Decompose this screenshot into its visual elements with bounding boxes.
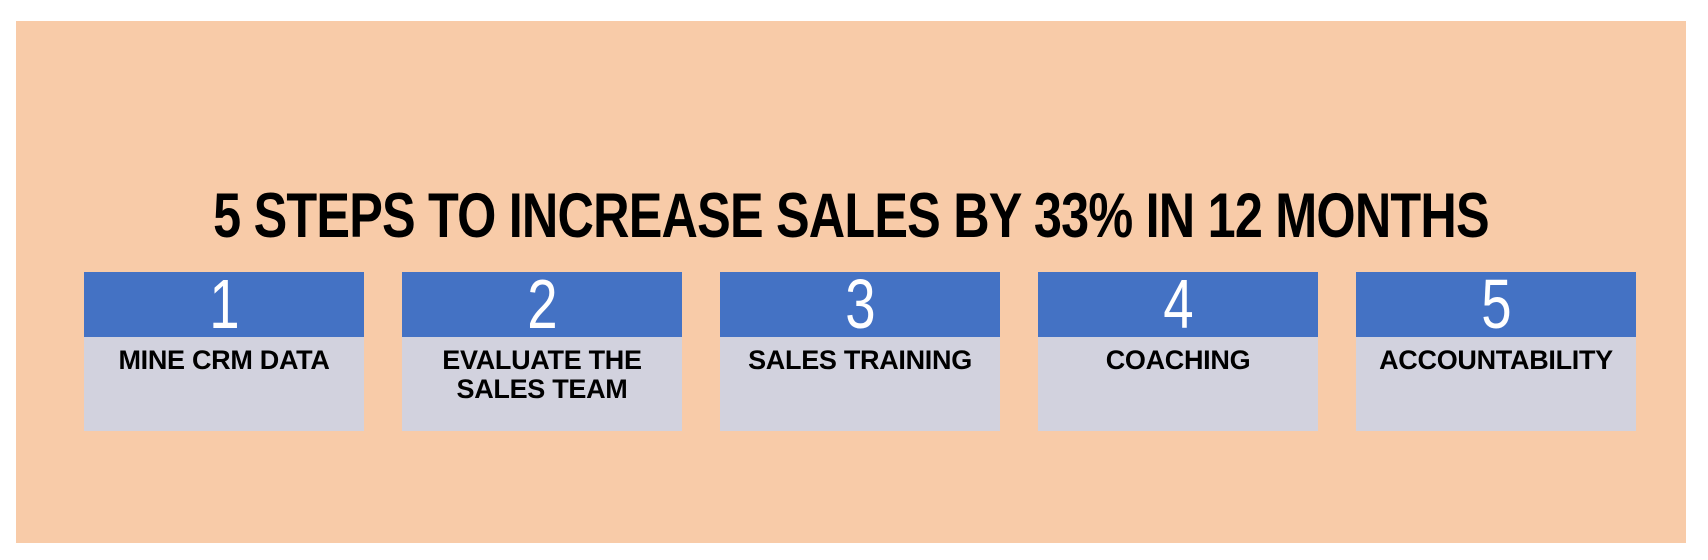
step-1-body: MINE CRM DATA: [84, 337, 364, 431]
step-3-body: SALES TRAINING: [720, 337, 1000, 431]
step-card-3: 3 SALES TRAINING: [720, 265, 1000, 431]
step-5-number: 5: [1480, 265, 1512, 343]
step-1-label: MINE CRM DATA: [118, 345, 330, 375]
step-2-body: EVALUATE THE SALES TEAM: [402, 337, 682, 431]
step-2-header: 2: [402, 265, 682, 343]
step-3-header: 3: [720, 265, 1000, 343]
step-3-number: 3: [844, 265, 876, 343]
step-1-number: 1: [208, 265, 240, 343]
step-5-label: ACCOUNTABILITY: [1379, 345, 1613, 375]
step-4-body: COACHING: [1038, 337, 1318, 431]
page-title: 5 STEPS TO INCREASE SALES BY 33% IN 12 M…: [213, 181, 1489, 252]
steps-row: 1 MINE CRM DATA 2 EVALUATE THE SALES TEA…: [84, 265, 1636, 431]
step-2-number: 2: [526, 265, 558, 343]
step-card-5: 5 ACCOUNTABILITY: [1356, 265, 1636, 431]
step-1-header: 1: [84, 265, 364, 343]
infographic-canvas: 5 STEPS TO INCREASE SALES BY 33% IN 12 M…: [16, 21, 1686, 543]
step-card-1: 1 MINE CRM DATA: [84, 265, 364, 431]
step-card-4: 4 COACHING: [1038, 265, 1318, 431]
step-2-label: EVALUATE THE SALES TEAM: [442, 345, 642, 404]
step-3-label: SALES TRAINING: [748, 345, 972, 375]
step-4-label: COACHING: [1105, 345, 1251, 375]
step-5-header: 5: [1356, 265, 1636, 343]
step-4-number: 4: [1162, 265, 1194, 343]
step-card-2: 2 EVALUATE THE SALES TEAM: [402, 265, 682, 431]
step-5-body: ACCOUNTABILITY: [1356, 337, 1636, 431]
step-4-header: 4: [1038, 265, 1318, 343]
